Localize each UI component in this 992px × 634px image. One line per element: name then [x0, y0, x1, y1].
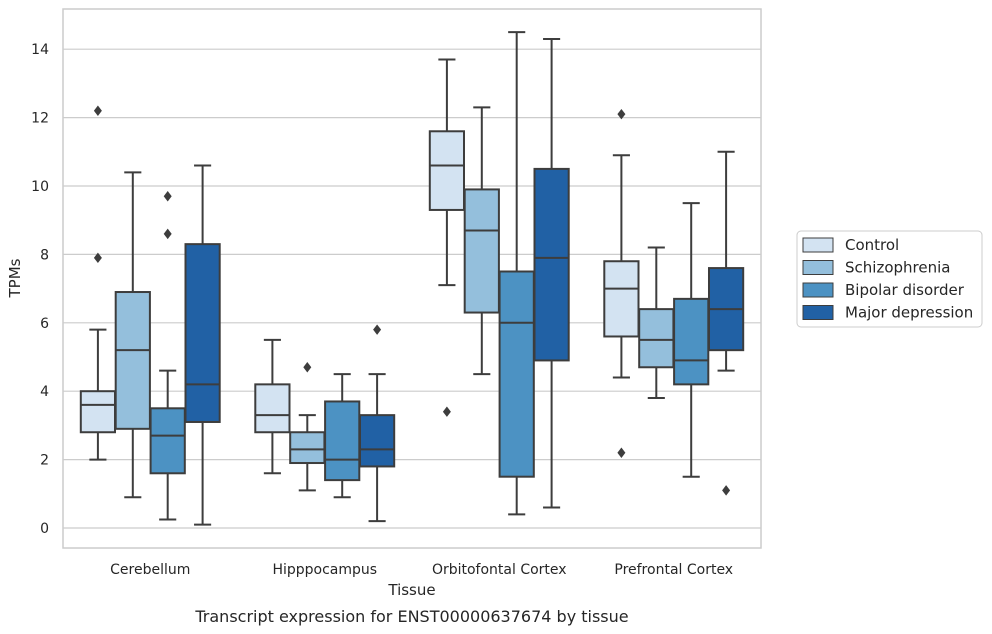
box	[603, 260, 640, 338]
outlier-point	[93, 105, 102, 116]
x-tick-label: Prefrontal Cortex	[614, 562, 733, 578]
outlier-point	[93, 252, 102, 264]
box-group	[254, 338, 291, 475]
y-tick-label: 14	[31, 42, 49, 58]
box-group	[533, 37, 570, 509]
box	[498, 270, 535, 478]
y-axis-label: TPMs	[6, 258, 24, 298]
box-group	[149, 191, 186, 521]
box-group	[498, 31, 535, 516]
chart-title: Transcript expression for ENST0000063767…	[194, 607, 628, 626]
boxes	[79, 31, 745, 526]
y-tick-labels: 0 2 4 6 8 10 12 14	[31, 42, 49, 537]
legend-label: Major depression	[845, 304, 973, 322]
box	[254, 383, 291, 434]
x-tick-label: Cerebellum	[110, 562, 190, 578]
x-tick-label: Hipppocampus	[272, 562, 377, 578]
x-axis-label: Tissue	[387, 581, 435, 599]
box-group	[324, 373, 361, 499]
box	[184, 243, 221, 423]
box-group	[707, 150, 745, 496]
legend-swatch	[802, 260, 834, 275]
box-group	[184, 164, 221, 526]
x-tick-label: Orbitofontal Cortex	[432, 562, 567, 578]
box	[358, 414, 396, 468]
y-tick-label: 10	[31, 179, 49, 195]
outlier-point	[373, 324, 382, 335]
box	[149, 407, 186, 475]
box-group	[603, 108, 640, 458]
box-group	[358, 324, 396, 523]
outlier-point	[617, 108, 626, 120]
box	[79, 390, 117, 434]
box	[324, 400, 361, 482]
legend-label: Schizophrenia	[845, 259, 950, 277]
legend-label: Control	[845, 236, 899, 254]
legend-frame	[796, 230, 983, 328]
box	[463, 188, 500, 314]
y-tick-label: 8	[40, 247, 49, 263]
legend-swatch	[802, 282, 834, 298]
legend-label: Bipolar disorder	[845, 281, 965, 299]
box-group	[114, 171, 151, 499]
box-group	[428, 58, 466, 417]
outlier-point	[722, 485, 731, 496]
box	[533, 167, 570, 362]
outlier-point	[617, 447, 626, 458]
box-group	[79, 105, 117, 461]
box	[673, 297, 710, 386]
y-tick-label: 0	[40, 521, 49, 537]
box-group	[463, 106, 500, 376]
box	[114, 291, 151, 430]
outlier-point	[442, 406, 451, 417]
outlier-point	[163, 228, 172, 240]
box-group	[289, 362, 326, 492]
legend: Control Schizophrenia Bipolar disorder Majo…	[796, 230, 983, 328]
y-tick-label: 4	[40, 384, 49, 400]
box	[638, 308, 675, 369]
box	[428, 130, 466, 211]
plot-frame	[62, 8, 762, 549]
y-tick-label: 6	[40, 316, 49, 332]
legend-swatch	[802, 305, 834, 320]
outlier-point	[303, 362, 312, 373]
y-tick-label: 12	[31, 111, 49, 127]
box	[289, 431, 326, 465]
legend-swatch	[802, 237, 834, 253]
x-tick-labels: Cerebellum Hipppocampus Orbitofontal Corte…	[110, 562, 733, 578]
box-group	[673, 202, 710, 478]
y-tick-label: 2	[40, 453, 49, 469]
box-group	[638, 246, 675, 400]
outlier-point	[163, 191, 172, 202]
